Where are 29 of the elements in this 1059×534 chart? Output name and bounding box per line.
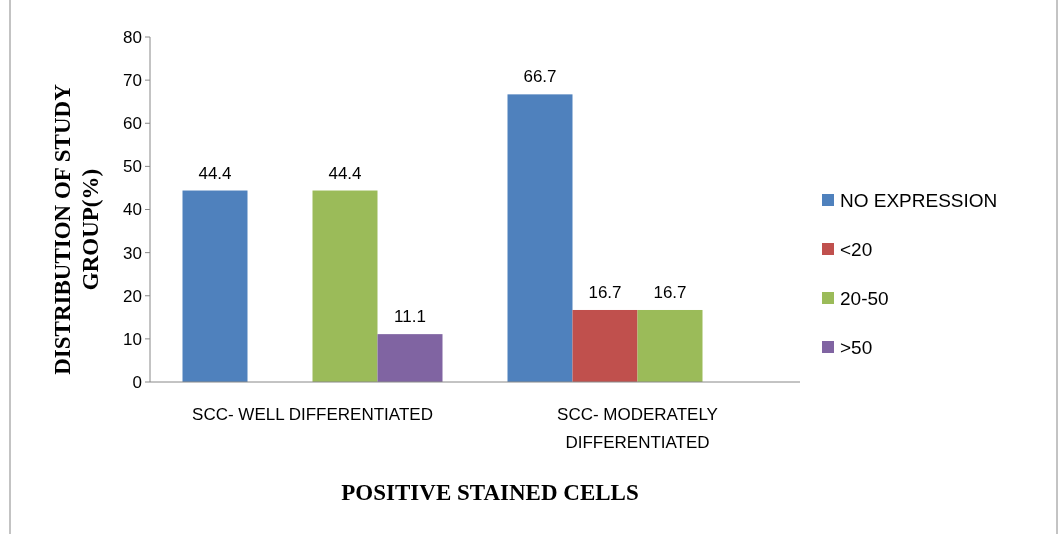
x-tick-label: SCC- MODERATELY DIFFERENTIATED <box>557 405 718 452</box>
bar <box>312 190 378 382</box>
y-tick-label: 20 <box>123 286 142 306</box>
bar <box>637 309 703 382</box>
data-label: 16.7 <box>588 282 622 302</box>
y-tick-label: 0 <box>132 372 142 392</box>
legend-label: NO EXPRESSION <box>840 189 998 211</box>
y-tick-label: 60 <box>123 114 142 134</box>
data-label: 66.7 <box>523 67 557 87</box>
y-axis-title: DISTRIBUTION OF STUDY GROUP(%) <box>50 83 103 375</box>
bar <box>572 309 638 382</box>
legend-label: 20-50 <box>840 287 889 309</box>
y-tick-label: 40 <box>123 200 142 220</box>
y-tick-label: 30 <box>123 243 142 263</box>
x-tick-label: SCC- WELL DIFFERENTIATED <box>192 405 433 424</box>
y-tick-label: 50 <box>123 157 142 177</box>
data-label: 44.4 <box>198 163 232 183</box>
y-tick-label: 80 <box>123 27 142 47</box>
y-tick-label: 10 <box>123 329 142 349</box>
legend-label: >50 <box>840 336 873 358</box>
bar <box>182 190 248 382</box>
legend-label: <20 <box>840 238 873 260</box>
bar <box>507 94 573 382</box>
data-label: 16.7 <box>653 282 687 302</box>
bar <box>377 334 443 382</box>
data-label: 44.4 <box>328 163 362 183</box>
x-axis-title: POSITIVE STAINED CELLS <box>341 480 639 505</box>
data-label: 11.1 <box>394 307 426 327</box>
y-tick-label: 70 <box>123 71 142 91</box>
